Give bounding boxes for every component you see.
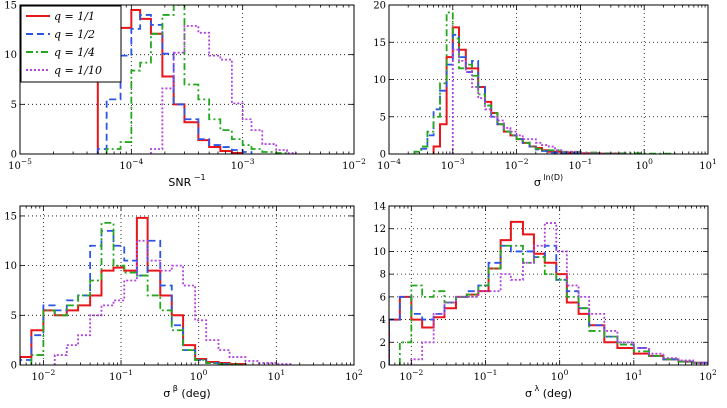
y-tick-label: 12 (373, 224, 386, 235)
histogram-series-1 (432, 26, 626, 154)
histogram-series-4 (410, 222, 708, 365)
y-tick-label: 5 (380, 112, 386, 123)
y-tick-label: 8 (380, 270, 386, 281)
panel-2: 0 5 10 15 20 10−4 10−3 10−2 10−1 100 101 σ ln(D) (373, 1, 716, 190)
y-tick-label: 0 (380, 361, 386, 372)
axes-frame (388, 4, 709, 155)
x-tick-label: 10−3 (441, 157, 465, 172)
histogram-series-2 (20, 229, 231, 365)
legend-label-2: q = 1/2 (54, 28, 95, 41)
histogram-series-1 (20, 216, 247, 365)
y-tick-label: 15 (4, 1, 17, 12)
legend-label-4: q = 1/10 (54, 64, 102, 77)
axes-frame (19, 4, 355, 155)
x-axis-label: σ β (deg) (163, 384, 210, 400)
panel-3: 0 5 10 15 10−2 10−1 100 101 102 σ β (deg) (4, 205, 363, 400)
y-tick-label: 15 (4, 211, 17, 222)
histogram-series-1 (389, 220, 708, 365)
histogram-series-3 (105, 5, 288, 154)
y-tick-label: 5 (11, 311, 17, 322)
x-tick-label: 10−5 (8, 157, 32, 172)
x-tick-label: 10−4 (377, 157, 401, 172)
x-tick-label: 101 (268, 368, 286, 383)
y-tick-label: 0 (11, 361, 17, 372)
axes-frame (388, 205, 709, 366)
x-tick-label: 100 (551, 368, 569, 383)
y-tick-label: 14 (373, 202, 386, 213)
x-tick-label: 102 (345, 368, 363, 383)
x-tick-label: 10−4 (119, 157, 143, 172)
y-tick-label: 4 (380, 315, 386, 326)
y-tick-label: 2 (380, 338, 386, 349)
x-tick-label: 100 (635, 157, 653, 172)
histogram-series-3 (398, 244, 708, 365)
y-tick-label: 10 (4, 261, 17, 272)
x-axis-label: σ λ (deg) (525, 384, 572, 400)
y-tick-label: 10 (4, 50, 17, 61)
x-tick-label: 10−2 (399, 368, 423, 383)
x-tick-label: 10−2 (342, 157, 366, 172)
x-tick-label: 10−3 (231, 157, 255, 172)
y-tick-label: 20 (373, 1, 386, 12)
axes-frame (19, 205, 355, 366)
histogram-series-4 (451, 48, 626, 154)
y-tick-label: 0 (11, 150, 17, 161)
y-tick-label: 10 (373, 75, 386, 86)
legend-box (20, 5, 122, 83)
histogram-series-4 (150, 24, 297, 154)
legend-label-3: q = 1/4 (54, 46, 95, 59)
x-tick-label: 10−1 (474, 368, 498, 383)
y-tick-label: 0 (380, 150, 386, 161)
y-tick-label: 6 (380, 292, 386, 303)
x-tick-label: 100 (190, 368, 208, 383)
histogram-series-4 (53, 239, 294, 365)
panel-4: 0 2 4 6 8 10 12 14 10−2 10−1 100 101 102 σ λ (deg) (373, 202, 717, 401)
legend-label-1: q = 1/1 (54, 10, 95, 23)
x-axis-label: SNR −1 (168, 173, 205, 189)
x-tick-label: 10−2 (31, 368, 55, 383)
y-tick-label: 10 (373, 247, 386, 258)
x-axis-label: σ ln(D) (534, 173, 563, 189)
x-tick-label: 101 (699, 157, 717, 172)
legend: q = 1/1 q = 1/2 q = 1/4 q = 1/10 (20, 5, 122, 83)
x-tick-label: 101 (625, 368, 643, 383)
y-tick-label: 15 (373, 38, 386, 49)
x-tick-label: 10−1 (109, 368, 133, 383)
y-tick-label: 5 (11, 100, 17, 111)
x-tick-label: 10−2 (505, 157, 529, 172)
x-tick-label: 10−1 (569, 157, 593, 172)
x-tick-label: 102 (699, 368, 717, 383)
histogram-series-3 (30, 221, 247, 365)
